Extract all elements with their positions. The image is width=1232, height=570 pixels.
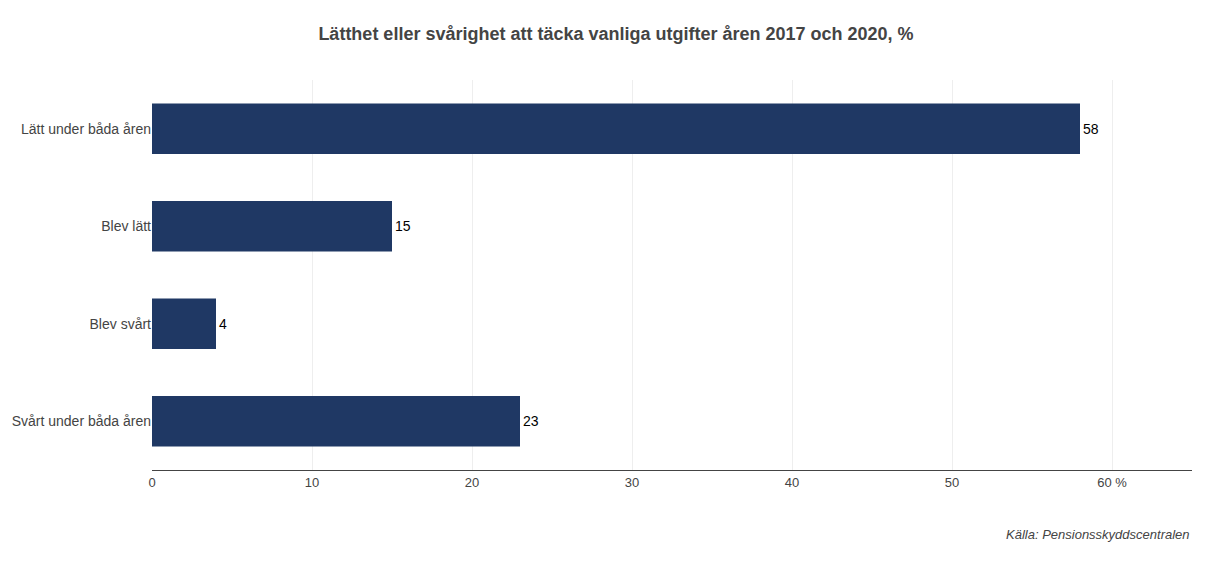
svg-text:Blev lätt: Blev lätt xyxy=(101,218,151,234)
svg-text:40: 40 xyxy=(785,475,799,490)
svg-text:23: 23 xyxy=(523,413,539,429)
svg-text:30: 30 xyxy=(625,475,639,490)
svg-text:Blev svårt: Blev svårt xyxy=(90,316,152,332)
svg-text:10: 10 xyxy=(305,475,319,490)
svg-text:58: 58 xyxy=(1083,121,1099,137)
svg-text:50: 50 xyxy=(945,475,959,490)
svg-text:60 %: 60 % xyxy=(1097,475,1127,490)
svg-text:Lätthet eller svårighet att tä: Lätthet eller svårighet att täcka vanlig… xyxy=(318,24,913,44)
svg-text:15: 15 xyxy=(395,218,411,234)
svg-text:Svårt under båda åren: Svårt under båda åren xyxy=(12,413,151,429)
svg-text:20: 20 xyxy=(465,475,479,490)
svg-text:0: 0 xyxy=(148,475,155,490)
svg-text:Källa: Pensionsskyddscentralen: Källa: Pensionsskyddscentralen xyxy=(1006,527,1190,542)
svg-text:Lätt under båda åren: Lätt under båda åren xyxy=(21,121,151,137)
svg-text:4: 4 xyxy=(219,316,227,332)
